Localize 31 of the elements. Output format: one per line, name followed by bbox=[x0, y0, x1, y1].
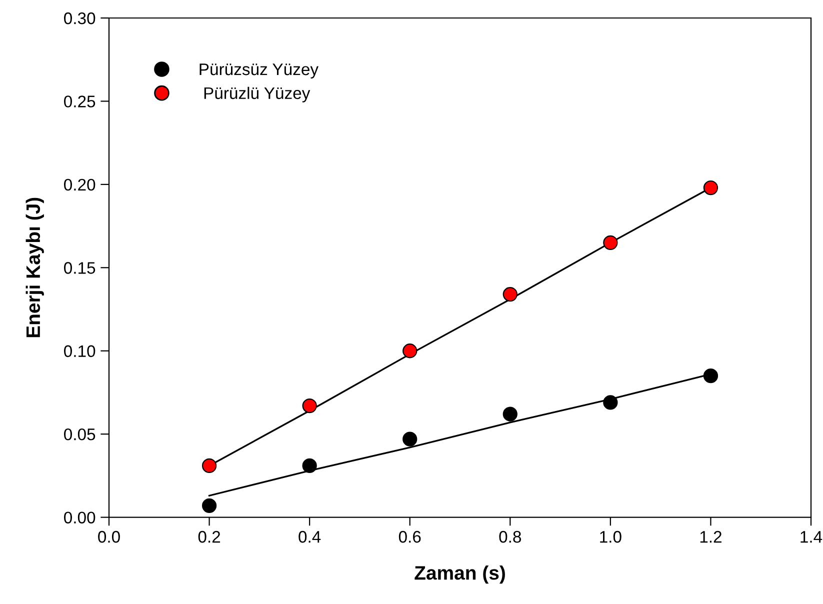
x-tick-label: 0.4 bbox=[298, 530, 321, 543]
point bbox=[502, 286, 518, 302]
x-tick-label: 0.8 bbox=[499, 530, 522, 543]
x-axis-title: Zaman (s) bbox=[414, 565, 505, 584]
x-tick-label: 1.2 bbox=[700, 530, 722, 543]
point bbox=[402, 344, 418, 358]
y-axis-title: Enerji Kaybı (J) bbox=[26, 198, 44, 338]
y-tick-label: 0.05 bbox=[64, 428, 96, 440]
point bbox=[302, 398, 317, 414]
y-tick-label: 0.10 bbox=[64, 345, 96, 358]
point bbox=[202, 458, 217, 474]
y-tick-label: 0.30 bbox=[64, 12, 96, 24]
point bbox=[603, 395, 618, 410]
point bbox=[402, 432, 418, 446]
x-tick-label: 0.6 bbox=[398, 530, 421, 543]
y-tick-label: 0.00 bbox=[64, 512, 96, 524]
y-tick-label: 0.15 bbox=[64, 262, 96, 274]
point bbox=[703, 180, 718, 196]
legend-label: Pürüzlü Yüzey bbox=[204, 86, 310, 102]
x-tick-label: 0.0 bbox=[98, 530, 120, 543]
legend-label: Pürüzsüz Yüzey bbox=[200, 64, 318, 78]
y-tick-label: 0.25 bbox=[64, 96, 96, 108]
point bbox=[502, 406, 518, 422]
point bbox=[603, 235, 618, 250]
point bbox=[202, 498, 217, 513]
point bbox=[703, 368, 718, 384]
x-tick-label: 1.0 bbox=[600, 530, 622, 543]
point bbox=[302, 458, 317, 474]
y-tick-label: 0.20 bbox=[64, 178, 96, 191]
x-tick-label: 1.4 bbox=[800, 531, 822, 543]
x-tick-label: 0.2 bbox=[198, 530, 220, 543]
